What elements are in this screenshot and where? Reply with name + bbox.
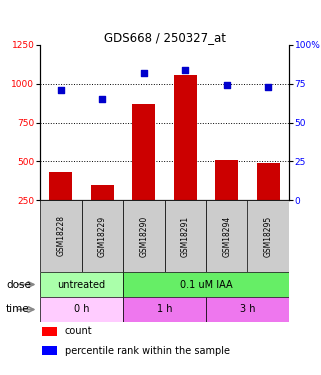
Text: GSM18294: GSM18294 [222, 215, 231, 256]
Bar [42, 346, 57, 355]
Text: GSM18291: GSM18291 [181, 215, 190, 256]
Bar [91, 184, 114, 239]
Bar [257, 163, 280, 239]
Bar [206, 200, 247, 272]
Text: 0.1 uM IAA: 0.1 uM IAA [180, 279, 232, 290]
Point [58, 87, 63, 93]
Text: dose: dose [6, 279, 31, 290]
Text: GSM18295: GSM18295 [264, 215, 273, 256]
Text: untreated: untreated [57, 279, 106, 290]
Bar [247, 200, 289, 272]
Point [224, 82, 229, 88]
Text: time: time [6, 304, 30, 315]
Text: 1 h: 1 h [157, 304, 172, 315]
Bar [164, 200, 206, 272]
Bar [123, 272, 289, 297]
Text: percentile rank within the sample: percentile rank within the sample [65, 345, 230, 355]
Bar [174, 75, 197, 239]
Point [183, 67, 188, 73]
Text: GSM18290: GSM18290 [139, 215, 148, 256]
Bar [82, 200, 123, 272]
Bar [42, 327, 57, 336]
Bar [215, 160, 238, 239]
Text: GSM18229: GSM18229 [98, 215, 107, 256]
Text: 3 h: 3 h [240, 304, 255, 315]
Point [141, 70, 146, 76]
Bar [40, 272, 123, 297]
Title: GDS668 / 250327_at: GDS668 / 250327_at [103, 31, 225, 44]
Bar [123, 297, 206, 322]
Bar [206, 297, 289, 322]
Text: 0 h: 0 h [74, 304, 89, 315]
Point [100, 96, 105, 102]
Bar [123, 200, 164, 272]
Text: GSM18228: GSM18228 [56, 216, 65, 256]
Text: count: count [65, 327, 92, 336]
Bar [132, 104, 155, 239]
Bar [40, 297, 123, 322]
Point [266, 84, 271, 90]
Bar [40, 200, 82, 272]
Bar [49, 172, 72, 239]
